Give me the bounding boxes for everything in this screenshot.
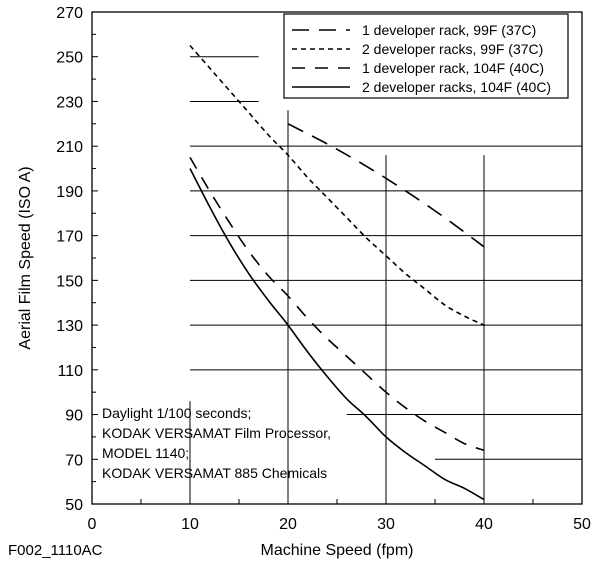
y-axis-label: Aerial Film Speed (ISO A) bbox=[17, 166, 34, 349]
x-tick-label: 50 bbox=[573, 516, 591, 533]
series-layer bbox=[189, 44, 485, 501]
y-tick-label: 230 bbox=[56, 94, 83, 111]
series-line-3 bbox=[189, 156, 485, 452]
y-tick-label: 130 bbox=[56, 318, 83, 335]
figure-id: F002_1110AC bbox=[8, 542, 103, 559]
x-tick-label: 20 bbox=[279, 516, 297, 533]
y-tick-label: 190 bbox=[56, 184, 83, 201]
annotation-line: MODEL 1140; bbox=[102, 445, 189, 461]
annotation-layer: Daylight 1/100 seconds; KODAK VERSAMAT Fi… bbox=[102, 405, 331, 481]
legend-label: 1 developer rack, 104F (40C) bbox=[362, 60, 544, 76]
y-tick-label: 270 bbox=[56, 5, 83, 22]
legend-label: 2 developer racks, 104F (40C) bbox=[362, 79, 551, 95]
y-tick-label: 110 bbox=[57, 363, 83, 380]
y-tick-label: 170 bbox=[56, 229, 83, 246]
y-tick-label: 70 bbox=[65, 452, 83, 469]
x-axis-label: Machine Speed (fpm) bbox=[261, 542, 414, 559]
legend-layer: 1 developer rack, 99F (37C) 2 developer r… bbox=[283, 13, 569, 99]
legend-label: 1 developer rack, 99F (37C) bbox=[362, 22, 536, 38]
x-tick-label: 10 bbox=[181, 516, 199, 533]
x-tick-label: 30 bbox=[377, 516, 395, 533]
y-tick-label: 250 bbox=[56, 50, 83, 67]
annotation-line: KODAK VERSAMAT 885 Chemicals bbox=[102, 465, 327, 481]
series-line-1 bbox=[287, 123, 485, 248]
grid-layer bbox=[189, 56, 582, 504]
x-tick-label: 0 bbox=[88, 516, 97, 533]
series-line-4 bbox=[189, 168, 485, 501]
legend-label: 2 developer racks, 99F (37C) bbox=[362, 41, 543, 57]
tick-layer: 50 70 90 110 130 150 170 190 210 230 250 270 0 10 20 30… bbox=[8, 5, 591, 559]
y-tick-label: 210 bbox=[56, 139, 83, 156]
annotation-line: KODAK VERSAMAT Film Processor, bbox=[102, 425, 331, 441]
x-tick-label: 40 bbox=[475, 516, 493, 533]
series-line-2 bbox=[189, 44, 485, 326]
y-tick-label: 150 bbox=[56, 273, 83, 290]
legend-box bbox=[283, 13, 569, 99]
y-tick-label: 50 bbox=[65, 497, 83, 514]
y-tick-label: 90 bbox=[65, 408, 83, 425]
annotation-line: Daylight 1/100 seconds; bbox=[102, 405, 251, 421]
